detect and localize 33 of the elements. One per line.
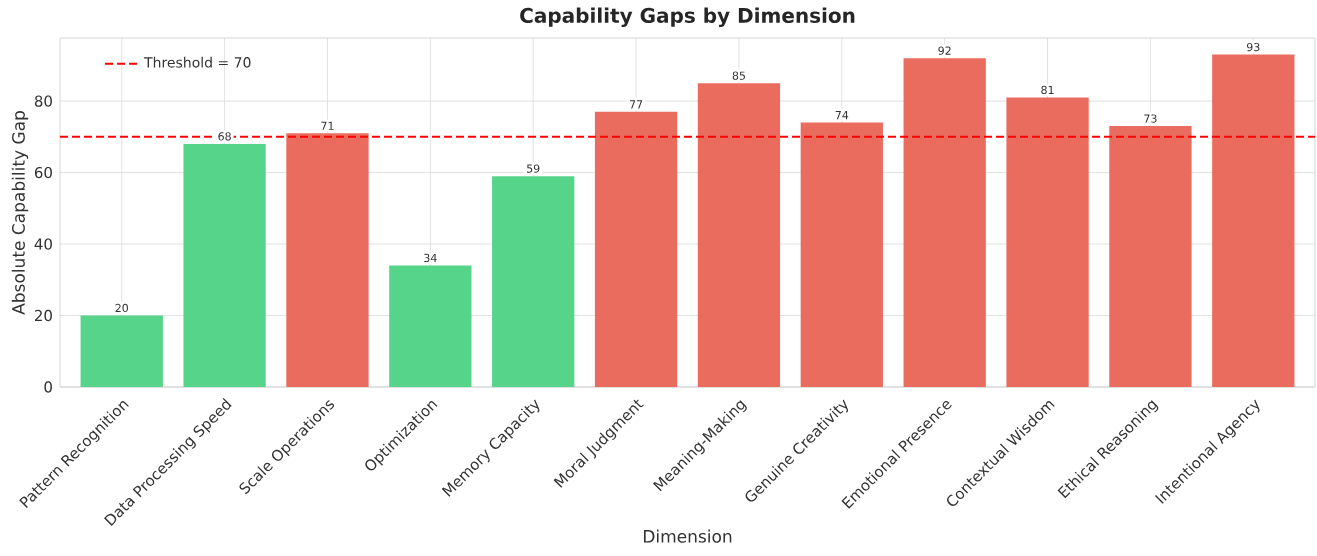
y-tick-label: 40: [34, 238, 52, 250]
bar: [183, 143, 266, 387]
y-tick-label: 80: [34, 95, 52, 107]
legend-label: Threshold = 70: [143, 56, 251, 68]
bar: [492, 176, 575, 387]
data-label: 68: [218, 132, 231, 141]
y-axis-title: Absolute Capability Gap: [11, 111, 29, 315]
data-label: 81: [1041, 85, 1054, 95]
data-label: 73: [1144, 114, 1157, 123]
data-label: 20: [115, 303, 128, 313]
data-label: 71: [321, 121, 334, 130]
bar: [903, 58, 986, 387]
bar: [800, 122, 883, 387]
bar: [80, 315, 163, 387]
data-label: 74: [835, 111, 849, 120]
y-tick-label: 20: [34, 309, 52, 322]
bar: [1006, 97, 1089, 387]
bar: [286, 133, 369, 387]
bar: [389, 265, 472, 387]
x-axis-title: Dimension: [643, 529, 732, 543]
data-label: 77: [629, 100, 643, 109]
chart-title: Capability Gaps by Dimension: [520, 7, 855, 27]
bar: [594, 111, 678, 387]
y-tick-label: 0: [44, 381, 52, 393]
data-label: 93: [1246, 42, 1260, 52]
bar: [1109, 126, 1192, 387]
bar: [1212, 54, 1295, 387]
bar: [697, 83, 781, 387]
data-label: 85: [732, 71, 745, 80]
data-label: 92: [938, 46, 951, 55]
data-label: 34: [424, 253, 437, 263]
data-label: 59: [527, 164, 540, 173]
y-tick-label: 60: [34, 166, 52, 179]
